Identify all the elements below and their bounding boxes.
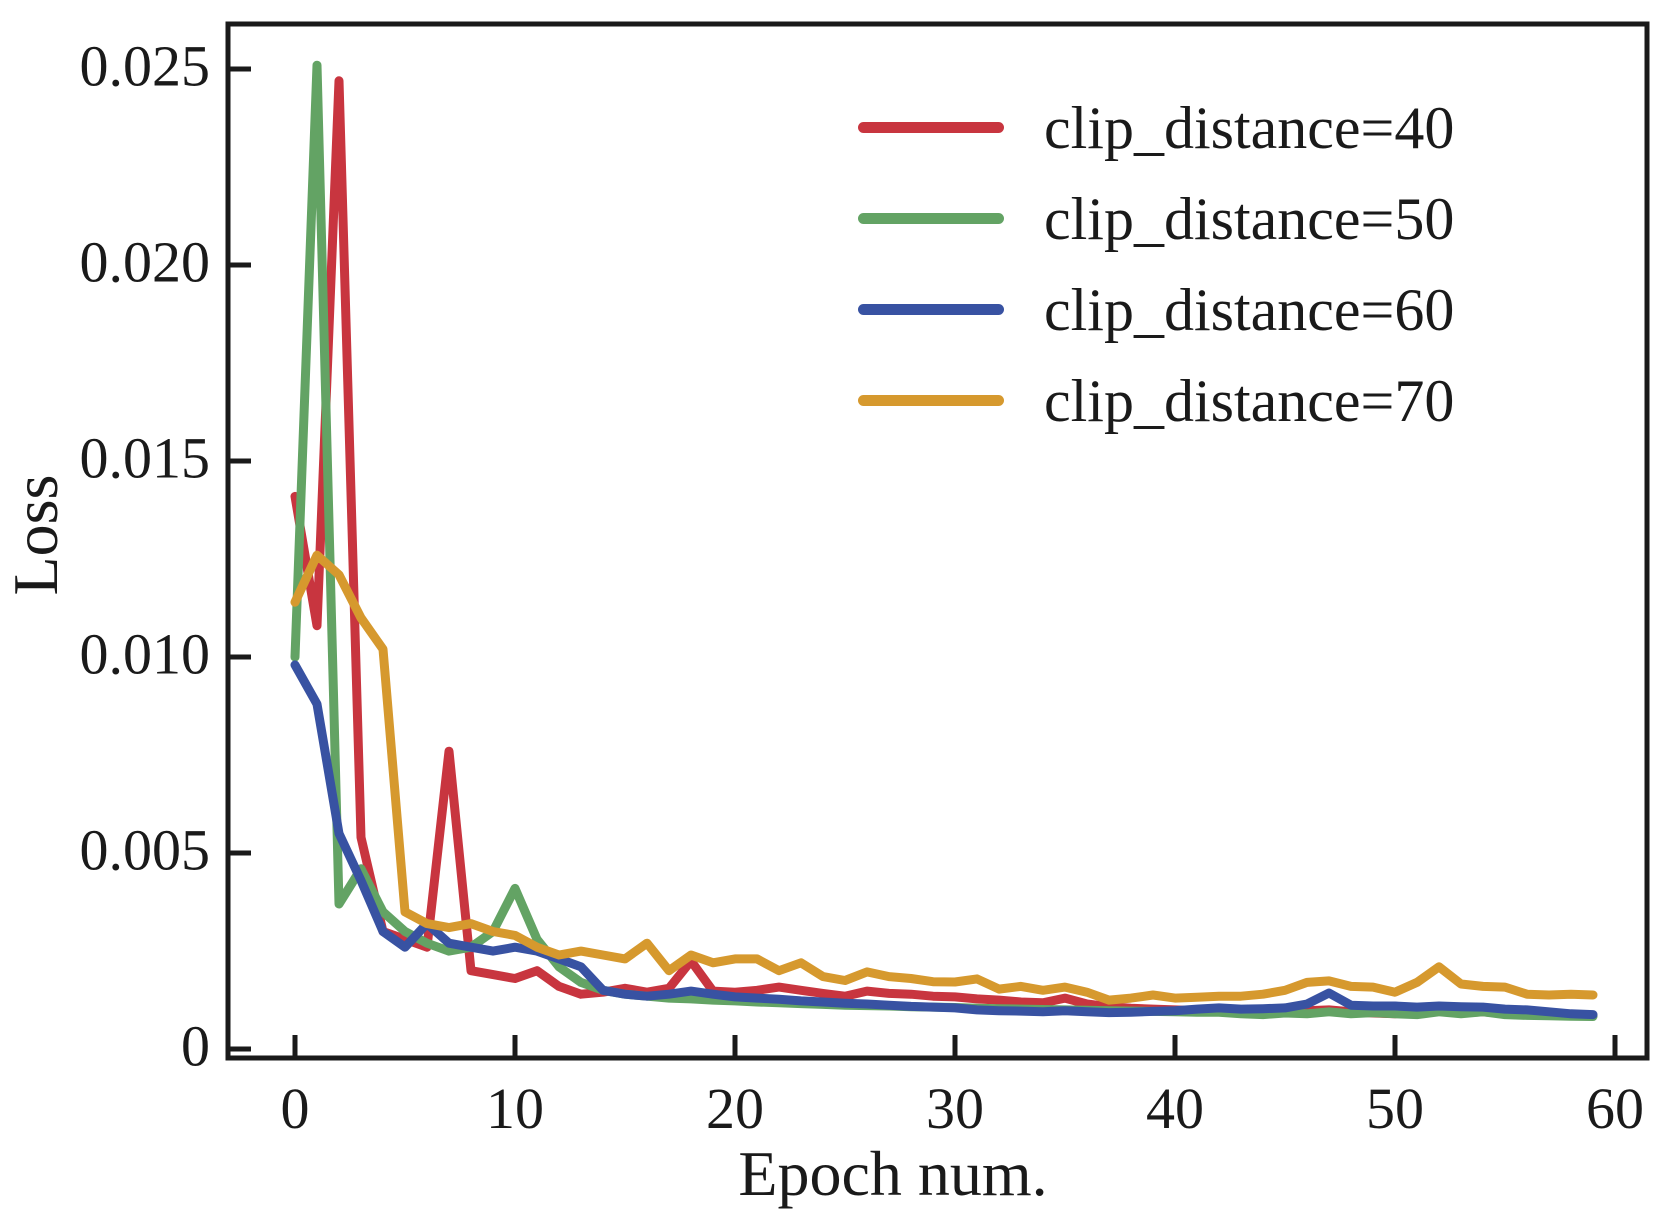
- legend: clip_distance=40 clip_distance=50 clip_d…: [858, 82, 1454, 446]
- x-tick-label-0: 0: [280, 1076, 310, 1141]
- y-tick-marks: [229, 66, 251, 1052]
- legend-item-clip-distance-60: clip_distance=60: [858, 264, 1454, 355]
- legend-label-0: clip_distance=40: [1044, 94, 1455, 161]
- y-tick-label-0005: 0.005: [79, 817, 211, 883]
- legend-item-clip-distance-40: clip_distance=40: [858, 82, 1454, 173]
- y-axis-title: Loss: [0, 474, 71, 596]
- legend-label-1: clip_distance=50: [1044, 185, 1455, 252]
- legend-swatch-0: [858, 122, 1004, 133]
- legend-swatch-2: [858, 304, 1004, 315]
- plot-border: [225, 21, 1650, 1061]
- series-line-clip_distance=60: [290, 660, 1598, 1020]
- x-tick-label-30: 30: [926, 1076, 984, 1141]
- y-tick-label-0: 0: [181, 1013, 210, 1079]
- legend-swatch-1: [858, 213, 1004, 224]
- legend-label-3: clip_distance=70: [1044, 367, 1455, 434]
- x-tick-label-50: 50: [1366, 1076, 1424, 1141]
- series-line-clip_distance=70: [290, 550, 1598, 1005]
- legend-item-clip-distance-70: clip_distance=70: [858, 355, 1454, 446]
- x-axis-title: Epoch num.: [738, 1138, 1048, 1209]
- x-tick-label-20: 20: [706, 1076, 764, 1141]
- y-tick-label-0015: 0.015: [79, 425, 211, 491]
- y-tick-label-0010: 0.010: [79, 621, 211, 687]
- y-tick-label-0025: 0.025: [79, 33, 211, 99]
- x-tick-label-10: 10: [486, 1076, 544, 1141]
- legend-item-clip-distance-50: clip_distance=50: [858, 173, 1454, 264]
- x-tick-marks: [292, 1035, 1618, 1057]
- x-tick-label-40: 40: [1146, 1076, 1204, 1141]
- legend-label-2: clip_distance=60: [1044, 276, 1455, 343]
- series-lines: [290, 60, 1598, 1021]
- legend-swatch-3: [858, 395, 1004, 406]
- y-tick-label-0020: 0.020: [79, 229, 211, 295]
- x-tick-label-60: 60: [1586, 1076, 1644, 1141]
